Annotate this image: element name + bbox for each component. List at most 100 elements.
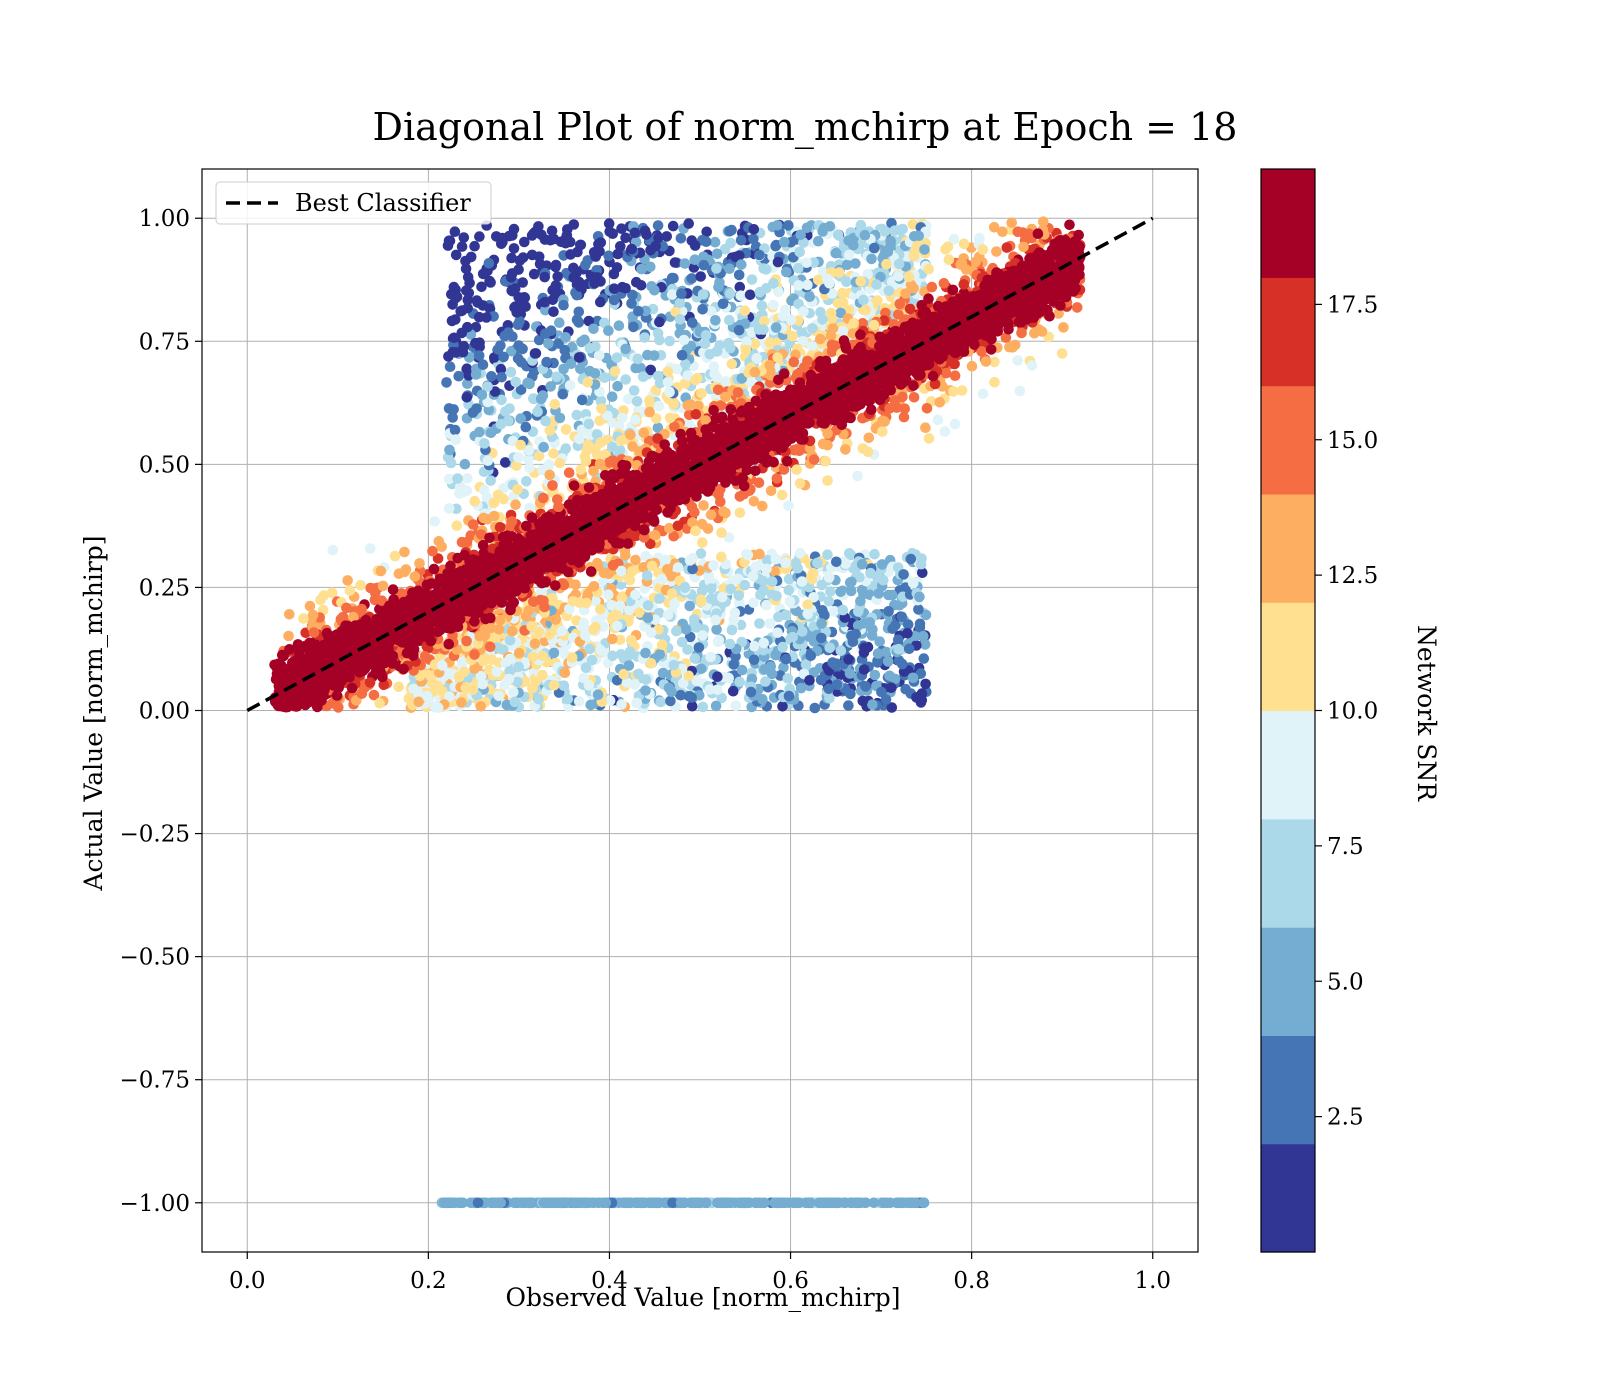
scatter-point	[1018, 241, 1029, 253]
scatter-point	[805, 650, 817, 661]
scatter-point	[629, 227, 641, 239]
scatter-point	[914, 591, 925, 603]
scatter-point	[613, 320, 625, 332]
scatter-point	[652, 422, 664, 434]
scatter-point	[826, 339, 838, 351]
scatter-point	[708, 560, 719, 571]
scatter-point	[729, 607, 741, 619]
scatter-point	[897, 223, 908, 235]
scatter-point	[746, 274, 758, 285]
scatter-point	[539, 271, 550, 283]
scatter-point	[537, 390, 549, 401]
scatter-point	[841, 259, 853, 271]
scatter-point	[462, 302, 474, 314]
scatter-point	[918, 653, 930, 664]
scatter-point	[450, 314, 461, 325]
scatter-point	[764, 337, 776, 348]
scatter-point	[510, 499, 521, 511]
scatter-point	[642, 612, 654, 623]
scatter-point	[886, 682, 897, 693]
scatter-point	[433, 536, 445, 547]
scatter-point	[672, 562, 684, 573]
scatter-point	[616, 435, 627, 446]
scatter-point	[697, 289, 709, 300]
scatter-point	[646, 281, 657, 292]
scatter-point	[557, 388, 569, 400]
scatter-point	[797, 336, 809, 347]
scatter-point	[942, 241, 954, 252]
scatter-point	[496, 371, 507, 383]
scatter-point	[920, 422, 931, 434]
scatter-point	[356, 688, 368, 699]
scatter-point	[574, 597, 585, 608]
scatter-point	[693, 642, 705, 653]
scatter-point	[837, 604, 849, 616]
scatter-points	[269, 216, 1086, 1209]
scatter-point	[850, 258, 861, 269]
scatter-point	[481, 312, 492, 323]
scatter-point	[496, 394, 507, 406]
scatter-point	[761, 563, 772, 575]
scatter-point	[672, 520, 684, 532]
scatter-point	[686, 692, 697, 703]
scatter-point	[443, 473, 455, 485]
scatter-point	[474, 337, 485, 349]
scatter-point	[523, 605, 535, 616]
scatter-point	[467, 407, 479, 418]
scatter-point	[794, 246, 805, 258]
scatter-point	[831, 556, 842, 568]
scatter-point	[764, 359, 775, 371]
scatter-point	[858, 664, 870, 675]
scatter-point	[772, 256, 784, 268]
scatter-point	[607, 560, 619, 571]
scatter-point	[461, 536, 473, 548]
scatter-point	[631, 697, 643, 709]
scatter-point	[784, 596, 796, 607]
scatter-point	[688, 614, 700, 625]
scatter-point	[485, 622, 496, 634]
scatter-point	[540, 415, 551, 427]
scatter-point	[620, 232, 631, 244]
scatter-point	[547, 592, 558, 604]
scatter-point	[519, 292, 531, 304]
scatter-point	[513, 264, 524, 275]
scatter-point	[733, 269, 745, 281]
scatter-point	[474, 231, 485, 242]
scatter-point	[460, 682, 472, 693]
scatter-point	[467, 519, 479, 530]
scatter-point	[835, 307, 846, 319]
scatter-point	[853, 606, 864, 617]
scatter-point	[450, 434, 462, 445]
scatter-point	[509, 696, 521, 708]
scatter-point	[724, 263, 735, 275]
scatter-point	[476, 281, 487, 293]
scatter-point	[664, 386, 675, 398]
scatter-point	[308, 627, 320, 638]
scatter-point	[807, 567, 819, 579]
scatter-point	[698, 259, 710, 271]
scatter-point	[652, 370, 664, 382]
scatter-point	[847, 636, 859, 647]
scatter-point	[943, 254, 955, 265]
scatter-point	[711, 263, 722, 274]
scatter-point	[419, 650, 431, 662]
scatter-point	[511, 460, 522, 471]
scatter-point	[916, 694, 928, 706]
scatter-point	[582, 377, 593, 388]
scatter-point	[908, 250, 920, 262]
scatter-point	[599, 317, 610, 329]
scatter-point	[802, 599, 813, 611]
scatter-point	[654, 316, 665, 328]
scatter-point	[748, 654, 760, 666]
scatter-point	[489, 352, 500, 363]
scatter-point	[529, 348, 541, 359]
scatter-point	[837, 287, 848, 299]
scatter-point	[629, 679, 641, 690]
scatter-point	[546, 225, 558, 237]
scatter-point	[705, 306, 717, 317]
scatter-point	[977, 388, 989, 400]
scatter-point	[732, 387, 744, 398]
scatter-point	[796, 576, 808, 587]
scatter-point	[505, 272, 517, 283]
scatter-point	[432, 681, 444, 692]
